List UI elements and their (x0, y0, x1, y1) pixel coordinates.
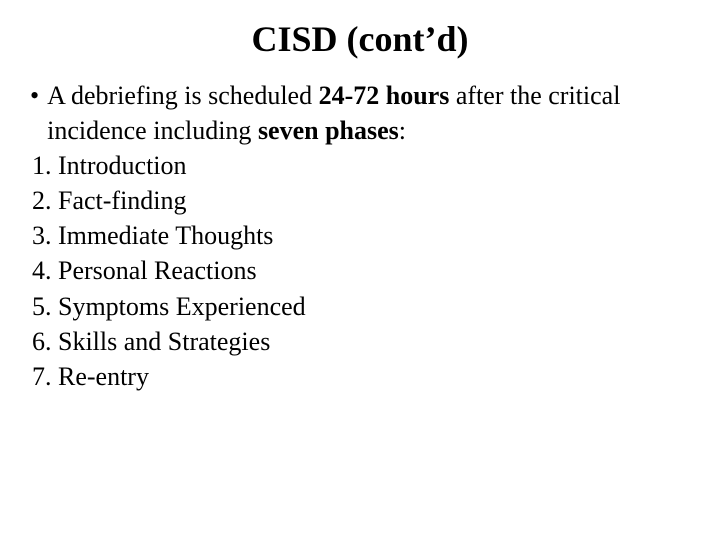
list-item: 7. Re-entry (28, 359, 692, 394)
list-item: 2. Fact-finding (28, 183, 692, 218)
slide: CISD (cont’d) • A debriefing is schedule… (0, 0, 720, 540)
list-item: 4. Personal Reactions (28, 253, 692, 288)
bullet-bold-1: 24-72 hours (319, 81, 450, 110)
slide-title: CISD (cont’d) (28, 18, 692, 60)
list-item: 1. Introduction (28, 148, 692, 183)
list-item: 6. Skills and Strategies (28, 324, 692, 359)
bullet-marker: • (28, 78, 47, 148)
bullet-text: A debriefing is scheduled 24-72 hours af… (47, 78, 692, 148)
list-item: 5. Symptoms Experienced (28, 289, 692, 324)
list-item: 3. Immediate Thoughts (28, 218, 692, 253)
bullet-text-pre: A debriefing is scheduled (47, 81, 319, 110)
bullet-text-post: : (399, 116, 406, 145)
bullet-item: • A debriefing is scheduled 24-72 hours … (28, 78, 692, 148)
slide-content: • A debriefing is scheduled 24-72 hours … (28, 78, 692, 394)
bullet-bold-2: seven phases (258, 116, 399, 145)
